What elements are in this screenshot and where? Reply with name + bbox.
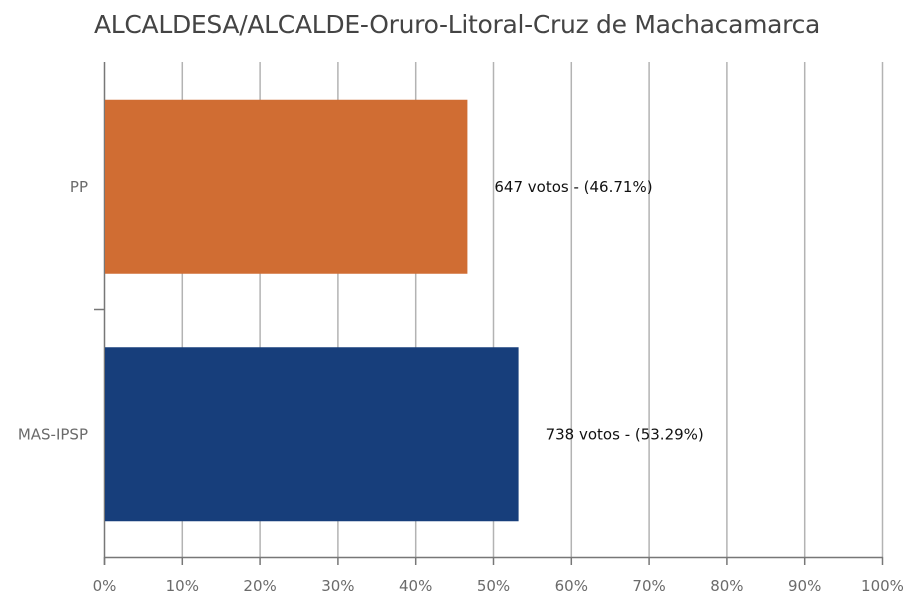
x-tick-label: 100% (861, 577, 904, 595)
x-tick-label: 90% (788, 577, 821, 595)
x-tick-label: 60% (555, 577, 588, 595)
x-tick-label: 0% (93, 577, 117, 595)
x-tick-label: 20% (243, 577, 276, 595)
x-tick-label: 10% (166, 577, 199, 595)
data-label: 738 votos - (53.29%) (546, 425, 704, 443)
bar-pp (105, 99, 468, 274)
category-label: PP (70, 178, 88, 196)
x-tick-label: 70% (632, 577, 665, 595)
data-label: 647 votos - (46.71%) (494, 178, 652, 196)
category-label: MAS-IPSP (18, 425, 88, 443)
x-tick-label: 80% (710, 577, 743, 595)
chart-title: ALCALDESA/ALCALDE-Oruro-Litoral-Cruz de … (93, 10, 821, 39)
x-tick-label: 40% (399, 577, 432, 595)
x-tick-label: 50% (477, 577, 510, 595)
bar-mas-ipsp (105, 347, 519, 522)
x-tick-label: 30% (321, 577, 354, 595)
